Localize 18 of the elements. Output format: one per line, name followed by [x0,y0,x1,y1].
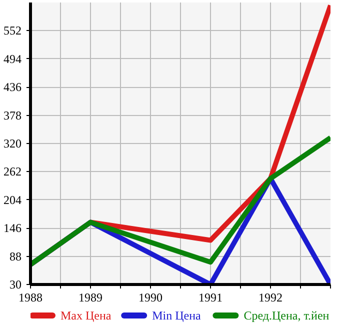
y-tick-label: 204 [4,192,22,207]
legend-label: Max Цена [60,308,112,322]
x-tick-label: 1990 [138,290,162,304]
x-tick-label: 1988 [18,290,42,304]
y-tick-label: 146 [4,221,22,236]
y-tick-label: 262 [4,164,22,179]
y-tick-label: 30 [10,278,22,292]
legend-label: Сред.Цена, т.йен [244,308,330,322]
x-tick-label: 1991 [198,290,222,304]
x-tick-label: 1989 [78,290,102,304]
x-tick-label: 1992 [258,290,282,304]
y-tick-label: 552 [4,24,22,38]
y-tick-label: 436 [4,80,22,94]
y-tick-label: 320 [4,136,22,150]
legend-label: Min Цена [152,308,202,322]
y-tick-label: 494 [4,52,22,66]
y-tick-label: 88 [10,249,22,264]
y-tick-label: 378 [4,108,22,122]
